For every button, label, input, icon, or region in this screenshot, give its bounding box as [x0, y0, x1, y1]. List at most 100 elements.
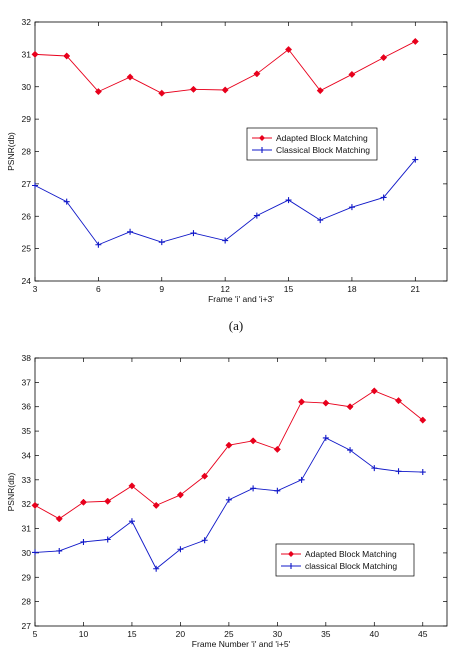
chart-b-point-diamond — [176, 491, 184, 499]
chart-a-ytick-label: 25 — [22, 244, 32, 254]
chart-a-point-plus — [222, 237, 229, 244]
chart-b-point-diamond — [298, 398, 306, 406]
chart-b-legend — [275, 543, 415, 577]
chart-a-ytick-label: 24 — [22, 276, 32, 286]
chart-b-legend-entry-1: Adapted Block Matching — [305, 549, 397, 559]
chart-b-legend-marker-plus — [288, 563, 294, 569]
chart-a-point-diamond — [221, 86, 229, 94]
chart-a-point-plus — [317, 217, 324, 224]
chart-b-point-plus — [201, 537, 208, 544]
chart-a-xtick-label: 6 — [96, 284, 101, 294]
chart-b-xtick-label: 45 — [418, 629, 428, 639]
chart-a-point-plus — [63, 198, 70, 205]
chart-b-ytick-label: 34 — [22, 450, 32, 460]
chart-a-ytick-label: 30 — [22, 82, 32, 92]
chart-b-plot-frame — [34, 357, 448, 627]
chart-a-point-plus — [32, 182, 38, 189]
chart-a-legend-entry-1: Adapted Block Matching — [276, 133, 368, 143]
chart-b-point-diamond — [79, 498, 88, 506]
chart-a-point-diamond — [380, 54, 388, 62]
chart-b-xlabel: Frame Number 'i' and 'i+5' — [192, 639, 291, 649]
chart-a-point-diamond — [284, 45, 293, 54]
chart-a-point-diamond — [316, 87, 324, 95]
chart-a-point-plus — [253, 212, 260, 219]
chart-b-xtick-label: 5 — [33, 629, 38, 639]
chart-a-point-diamond — [189, 85, 198, 93]
chart-b-point-plus — [104, 536, 111, 543]
chart-b-point-plus — [56, 547, 63, 554]
chart-b-xtick-label: 30 — [273, 629, 283, 639]
chart-a-point-plus — [348, 204, 355, 211]
chart-b-ytick-label: 33 — [22, 475, 32, 485]
chart-a-point-plus — [95, 241, 102, 248]
chart-b-ytick-label: 35 — [22, 426, 32, 436]
chart-a-point-diamond — [63, 52, 71, 60]
chart-b-point-diamond — [152, 501, 160, 509]
chart-a-xtick-label: 9 — [159, 284, 164, 294]
chart-b: 27 28 29 30 31 32 33 34 35 36 37 38 5 10 15 20 25 30 35 40 4… — [6, 353, 448, 649]
chart-a-point-diamond — [94, 88, 102, 96]
chart-b-point-plus — [371, 465, 378, 472]
chart-b-point-plus — [274, 487, 281, 494]
chart-b-point-plus — [347, 447, 354, 454]
chart-a-ytick-label: 31 — [22, 49, 32, 59]
chart-a-series-line-1 — [34, 41, 416, 94]
chart-a-series-line-2 — [34, 159, 416, 246]
chart-b-xtick-label: 20 — [176, 629, 186, 639]
chart-a-legend-marker-plus — [259, 147, 265, 153]
chart-b-legend-entry-2: classical Block Matching — [305, 561, 397, 571]
chart-a-point-diamond — [31, 50, 39, 58]
chart-b-point-diamond — [346, 403, 354, 411]
chart-a-legend-entry-2: Classical Block Matching — [276, 145, 370, 155]
chart-a-ytick-label: 26 — [22, 211, 32, 221]
chart-b-point-diamond — [370, 387, 378, 395]
chart-b-point-diamond — [394, 397, 403, 405]
chart-b-point-diamond — [249, 437, 257, 445]
chart-a-xlabel: Frame 'i' and 'i+3' — [208, 294, 274, 304]
chart-b-point-plus — [419, 469, 426, 476]
chart-a-ytick-label: 32 — [22, 17, 32, 27]
chart-b-ytick-label: 38 — [22, 353, 32, 363]
chart-b-xtick-label: 10 — [79, 629, 89, 639]
chart-a-ytick-label: 29 — [22, 114, 32, 124]
chart-a-point-plus — [285, 197, 292, 204]
chart-b-xtick-label: 40 — [370, 629, 380, 639]
chart-b-ytick-label: 31 — [22, 524, 32, 534]
chart-b-point-plus — [225, 496, 232, 503]
chart-a-point-plus — [127, 228, 134, 235]
chart-b-point-diamond — [225, 441, 233, 449]
chart-a-xtick-label: 18 — [347, 284, 357, 294]
chart-a-point-diamond — [158, 89, 166, 97]
chart-b-ylabel: PSNR(db) — [6, 472, 16, 511]
chart-a-legend-marker-diamond — [259, 135, 265, 141]
chart-a-xtick-label: 21 — [411, 284, 421, 294]
chart-a-ytick-label: 27 — [22, 179, 32, 189]
chart-b-legend-marker-diamond — [288, 551, 294, 557]
chart-b-point-diamond — [128, 482, 136, 490]
chart-b-point-diamond — [201, 472, 209, 480]
chart-a-legend — [246, 127, 378, 161]
chart-b-xtick-label: 35 — [321, 629, 331, 639]
chart-a-point-plus — [412, 156, 419, 163]
chart-b-ytick-label: 32 — [22, 499, 32, 509]
chart-a: 24 25 26 27 28 29 30 31 32 3 6 9 12 15 18 21 Frame 'i' a… — [6, 17, 448, 304]
chart-b-point-plus — [32, 549, 38, 556]
chart-b-point-plus — [298, 476, 305, 483]
chart-b-ytick-label: 30 — [22, 548, 32, 558]
chart-a-point-diamond — [253, 70, 261, 78]
chart-b-point-diamond — [273, 445, 281, 453]
chart-b-point-plus — [395, 468, 402, 475]
chart-a-xtick-label: 3 — [33, 284, 38, 294]
chart-b-point-plus — [128, 518, 135, 525]
chart-b-point-plus — [177, 546, 184, 553]
chart-b-point-diamond — [55, 515, 63, 523]
chart-a-point-diamond — [411, 37, 419, 45]
chart-a-point-diamond — [126, 73, 134, 81]
chart-b-point-plus — [322, 434, 329, 441]
chart-a-point-plus — [380, 194, 387, 201]
chart-b-point-plus — [250, 485, 257, 492]
chart-b-point-diamond — [104, 497, 112, 505]
chart-a-ylabel: PSNR(db) — [6, 132, 16, 171]
chart-a-point-plus — [158, 239, 165, 246]
